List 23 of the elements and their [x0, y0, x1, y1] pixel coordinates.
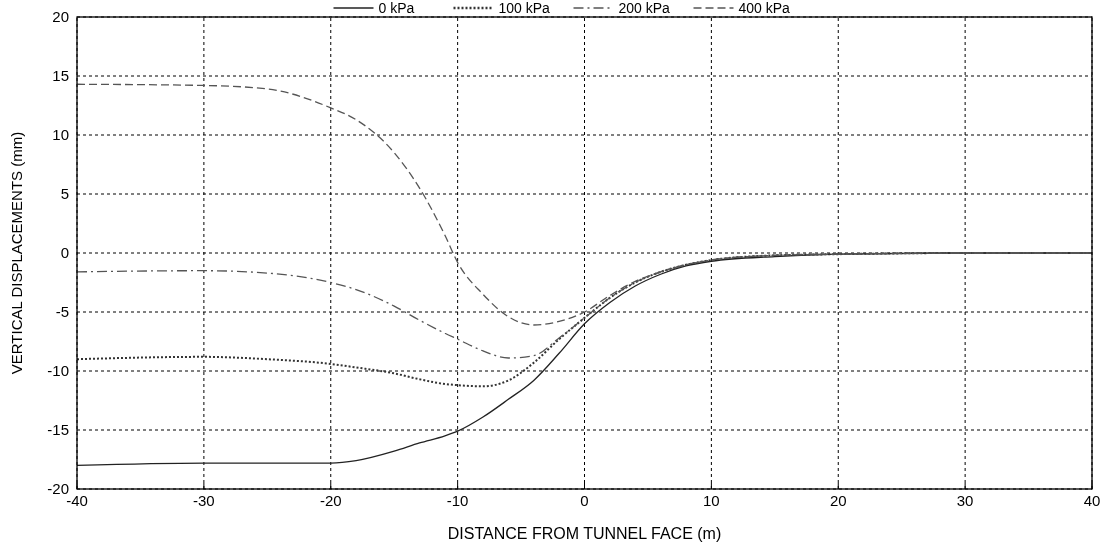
x-tick-label: -30: [193, 492, 215, 509]
y-tick-label: 15: [52, 67, 69, 84]
y-tick-label: -15: [47, 421, 69, 438]
x-tick-label: 0: [580, 492, 589, 509]
y-axis-title: VERTICAL DISPLACEMENTS (mm): [8, 131, 25, 375]
x-tick-label: 40: [1083, 492, 1101, 509]
x-tick-label: 20: [829, 492, 847, 509]
x-tick-label: 30: [956, 492, 974, 509]
x-tick-label: -10: [446, 492, 469, 509]
y-tick-label: 0: [60, 244, 69, 261]
y-tick-label: -10: [47, 362, 69, 379]
y-tick-label: -20: [47, 480, 69, 497]
legend-label: 100 kPa: [498, 0, 551, 16]
legend-label: 0 kPa: [378, 0, 415, 16]
legend-label: 400 kPa: [738, 0, 791, 16]
y-tick-label: 20: [52, 8, 69, 25]
y-tick-label: -5: [55, 303, 69, 320]
legend-label: 200 kPa: [618, 0, 671, 16]
x-tick-label: -20: [319, 492, 342, 509]
x-axis-title: DISTANCE FROM TUNNEL FACE (m): [447, 525, 722, 542]
y-tick-label: 5: [60, 185, 69, 202]
x-tick-label: 10: [703, 492, 720, 509]
y-tick-label: 10: [52, 126, 69, 143]
